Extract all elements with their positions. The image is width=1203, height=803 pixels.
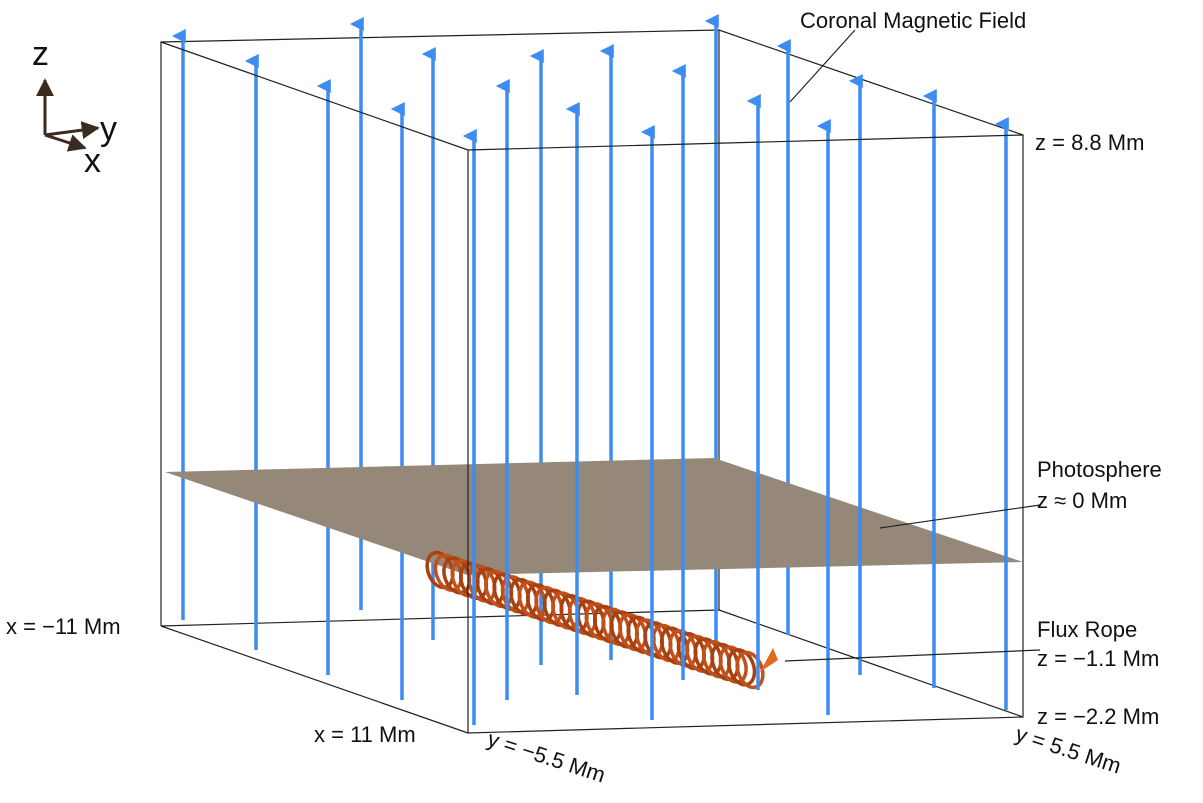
label: y = −5.5 Mm [484,726,608,788]
leader-line [879,504,1041,529]
photosphere-plane [165,458,1023,575]
label: Coronal Magnetic Field [800,8,1026,33]
label: Photosphere [1037,457,1162,482]
box-back [160,29,1024,718]
label: z = −1.1 Mm [1037,646,1159,671]
field-lines-front [462,64,1009,725]
label: Flux Rope [1037,617,1137,642]
label: y = 5.5 Mm [1012,721,1124,779]
rope-end [760,648,778,672]
flux-rope [425,550,778,690]
rope-turn [735,650,765,690]
label: z = −2.2 Mm [1037,704,1159,729]
label: z = 8.8 Mm [1035,130,1144,155]
box-front [160,41,1024,734]
triad-y: y [100,110,117,148]
label: x = 11 Mm [314,722,416,747]
label: x = −11 Mm [6,614,121,639]
triad-x: x [84,142,101,180]
triad-z: z [32,35,49,73]
leader-line [789,29,856,103]
leader-line [784,649,1041,662]
label: z ≈ 0 Mm [1037,488,1127,513]
axis-triad: z y x [32,35,117,180]
